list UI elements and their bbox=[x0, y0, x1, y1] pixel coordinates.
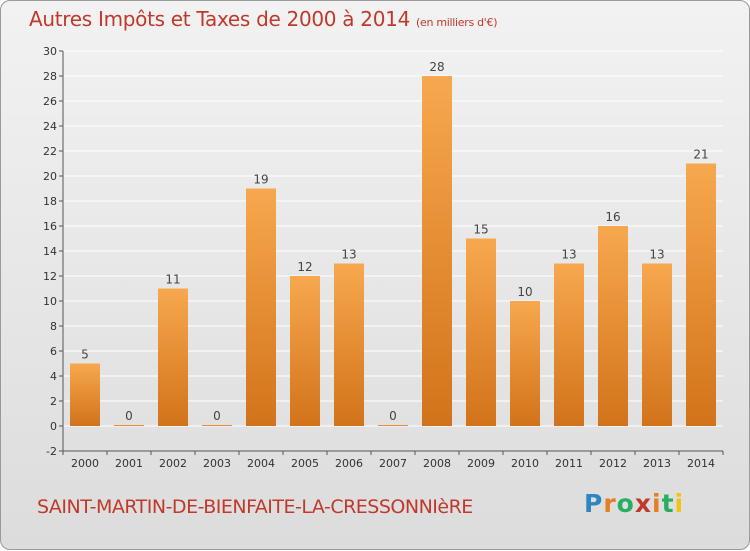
y-tick-label: 26 bbox=[43, 95, 57, 108]
x-tick-label: 2003 bbox=[203, 457, 231, 470]
bar bbox=[334, 263, 364, 426]
brand-letter: t bbox=[661, 489, 675, 518]
brand-letter: P bbox=[584, 489, 604, 518]
y-tick-label: -2 bbox=[46, 445, 57, 458]
y-tick-label: 8 bbox=[50, 320, 57, 333]
bar bbox=[246, 188, 276, 426]
data-label: 13 bbox=[561, 248, 576, 262]
label-layer: 5 0 11 0 19 12 13 0 28 15 10 13 16 13 21 bbox=[81, 60, 708, 423]
data-label: 0 bbox=[389, 409, 397, 423]
y-tick-label: 12 bbox=[43, 270, 57, 283]
bar bbox=[422, 76, 452, 426]
data-label: 5 bbox=[81, 348, 89, 362]
brand-letter: i bbox=[674, 489, 685, 518]
y-tick-label: 0 bbox=[50, 420, 57, 433]
bar bbox=[554, 263, 584, 426]
x-tick-label: 2009 bbox=[467, 457, 495, 470]
data-label: 19 bbox=[253, 173, 268, 187]
x-tick-label: 2006 bbox=[335, 457, 363, 470]
x-tick-label: 2004 bbox=[247, 457, 275, 470]
x-tick-label: 2013 bbox=[643, 457, 671, 470]
chart-title-text: Autres Impôts et Taxes de 2000 à 2014 bbox=[29, 7, 410, 31]
data-label: 0 bbox=[125, 409, 133, 423]
bar bbox=[686, 163, 716, 426]
y-tick-label: 16 bbox=[43, 220, 57, 233]
data-label: 16 bbox=[605, 210, 620, 224]
brand-letter: r bbox=[603, 489, 617, 518]
x-tick-label: 2001 bbox=[115, 457, 143, 470]
data-label: 0 bbox=[213, 409, 221, 423]
bar bbox=[598, 226, 628, 426]
y-tick-label: 24 bbox=[43, 120, 57, 133]
y-tick-label: 22 bbox=[43, 145, 57, 158]
chart-title: Autres Impôts et Taxes de 2000 à 2014 (en… bbox=[29, 7, 497, 31]
bar bbox=[70, 363, 100, 426]
y-tick-label: 10 bbox=[43, 295, 57, 308]
bar bbox=[642, 263, 672, 426]
data-label: 13 bbox=[341, 248, 356, 262]
x-tick-label: 2012 bbox=[599, 457, 627, 470]
x-tick-label: 2007 bbox=[379, 457, 407, 470]
commune-name: SAINT-MARTIN-DE-BIENFAITE-LA-CRESSONNIèR… bbox=[37, 496, 473, 518]
x-tick-label: 2008 bbox=[423, 457, 451, 470]
unit-note: (en milliers d'€) bbox=[416, 16, 498, 29]
x-tick-label: 2005 bbox=[291, 457, 319, 470]
bar bbox=[158, 288, 188, 426]
y-tick-label: 4 bbox=[50, 370, 57, 383]
x-tick-label: 2000 bbox=[71, 457, 99, 470]
data-label: 15 bbox=[473, 223, 488, 237]
y-tick-label: 14 bbox=[43, 245, 57, 258]
bar bbox=[510, 301, 540, 426]
bar bbox=[202, 425, 232, 426]
bar bbox=[114, 425, 144, 426]
bar-layer bbox=[70, 76, 716, 426]
data-label: 13 bbox=[649, 248, 664, 262]
y-tick-label: 20 bbox=[43, 170, 57, 183]
bar bbox=[378, 425, 408, 426]
brand-letter: i bbox=[652, 489, 662, 518]
y-tick-label: 6 bbox=[50, 345, 57, 358]
y-tick-label: 2 bbox=[50, 395, 57, 408]
bar bbox=[466, 238, 496, 426]
data-label: 11 bbox=[165, 273, 180, 287]
data-label: 10 bbox=[517, 285, 532, 299]
x-tick-label: 2011 bbox=[555, 457, 583, 470]
proxiti-logo-icon: Proxiti bbox=[584, 489, 684, 518]
x-tick-label: 2010 bbox=[511, 457, 539, 470]
x-tick-label: 2014 bbox=[687, 457, 715, 470]
data-label: 12 bbox=[297, 260, 312, 274]
x-tick-label: 2002 bbox=[159, 457, 187, 470]
brand-letter: o bbox=[616, 489, 635, 518]
brand-letter: x bbox=[634, 489, 652, 518]
data-label: 21 bbox=[693, 148, 708, 162]
y-tick-label: 30 bbox=[43, 45, 57, 58]
y-tick-label: 28 bbox=[43, 70, 57, 83]
y-tick-label: 18 bbox=[43, 195, 57, 208]
bar bbox=[290, 276, 320, 426]
data-label: 28 bbox=[429, 60, 444, 74]
